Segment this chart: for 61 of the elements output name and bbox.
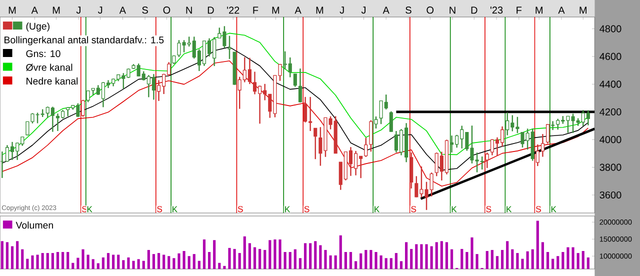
candlestick	[293, 73, 297, 88]
x-tick-label: J	[76, 6, 80, 14]
ref-line-label: K	[452, 206, 457, 212]
legend-label: Volumen	[16, 222, 53, 229]
line-series	[2, 32, 589, 156]
x-tick-label: A	[119, 6, 126, 14]
ref-line-label: K	[374, 206, 380, 212]
y-tick-label: 3600	[600, 191, 622, 199]
x-tick-label: J	[98, 6, 102, 14]
ref-line-label: S	[238, 206, 243, 212]
ref-line-label: S	[304, 206, 310, 212]
x-tick-label: '23	[490, 6, 503, 14]
y-tick-label: 4200	[600, 108, 622, 116]
x-tick-label: N	[450, 6, 456, 14]
ref-line-label: S	[536, 206, 541, 212]
ref-line-label: S	[157, 206, 162, 212]
x-tick-label: M	[580, 6, 586, 14]
ref-line-label: K	[87, 206, 92, 212]
x-tick-label: F	[253, 6, 258, 14]
candlestick	[81, 99, 85, 118]
candlestick	[228, 35, 232, 60]
x-tick-label: M	[272, 6, 280, 14]
x-tick-label: M	[536, 6, 542, 14]
x-tick-label: D	[208, 6, 214, 14]
y-tick-label: 4600	[600, 52, 622, 60]
x-tick-label: J	[340, 6, 344, 14]
candlestick	[485, 152, 489, 169]
x-tick-label: A	[558, 6, 565, 14]
candlestick	[314, 128, 318, 160]
x-tick-label: F	[516, 6, 522, 14]
x-tick-label: A	[31, 6, 38, 14]
ref-line-label: K	[551, 206, 556, 212]
x-tick-label: M	[8, 6, 16, 14]
x-tick-label: M	[316, 6, 324, 14]
ref-line-label: K	[172, 206, 178, 212]
x-tick-label: O	[163, 6, 170, 14]
x-tick-label: N	[186, 6, 192, 14]
y-tick-label: 3800	[600, 164, 622, 171]
x-tick-label: A	[382, 6, 390, 14]
x-tick-label: M	[52, 6, 60, 14]
legend-label: Nedre kanal	[26, 77, 78, 85]
ref-line-label: S	[411, 206, 416, 212]
x-tick-label: D	[471, 6, 478, 14]
candlestick	[389, 110, 393, 132]
x-tick-label: A	[294, 6, 302, 14]
x-tick-label: '22	[227, 6, 240, 14]
ref-line-label: S	[486, 206, 492, 212]
y-tick-label: 4400	[600, 80, 622, 88]
ref-line-label: K	[285, 206, 290, 212]
annotation: Bollingerkanal antal standardafv.: 1.5	[4, 36, 164, 46]
y-tick-label: 4800	[600, 25, 622, 32]
candlestick	[298, 68, 302, 104]
x-tick-label: S	[142, 6, 148, 14]
x-tick-label: S	[406, 6, 412, 14]
legend-label: Øvre kanal	[26, 64, 72, 71]
legend-label: Gns: 10	[26, 50, 60, 58]
y-tick-label: 4000	[600, 136, 622, 144]
ref-line-label: K	[506, 206, 512, 212]
x-tick-label: O	[426, 6, 434, 14]
x-tick-label: J	[361, 6, 366, 14]
legend-label: (Uge)	[26, 22, 50, 32]
